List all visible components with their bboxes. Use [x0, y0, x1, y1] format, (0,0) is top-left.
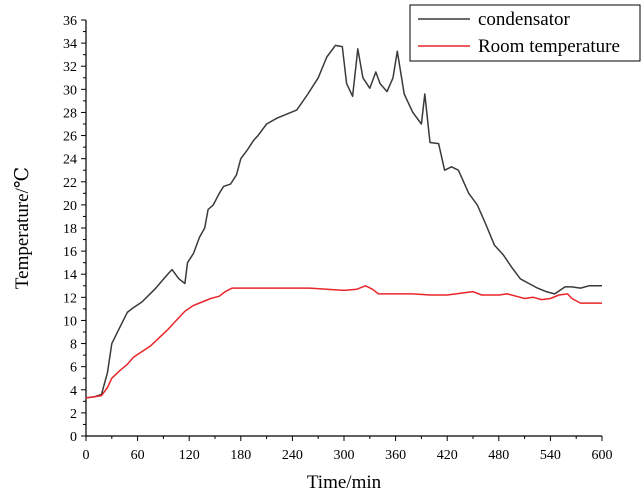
x-tick-label: 0	[83, 448, 90, 463]
x-tick-label: 120	[179, 448, 200, 463]
y-tick-label: 34	[63, 37, 77, 52]
x-axis-ticks: 0 60 120 180 240 300 360 420 480 540 600	[83, 436, 613, 463]
y-tick-label: 4	[70, 384, 77, 399]
y-tick-label: 24	[63, 153, 77, 168]
y-tick-label: 8	[70, 338, 77, 353]
y-tick-label: 20	[63, 199, 77, 214]
x-tick-label: 420	[437, 448, 458, 463]
legend: condensator Room temperature	[409, 4, 641, 62]
legend-label-condensator: condensator	[478, 9, 570, 30]
y-tick-label: 36	[63, 14, 77, 29]
y-tick-label: 10	[63, 314, 77, 329]
x-tick-label: 540	[540, 448, 561, 463]
y-tick-label: 28	[63, 106, 77, 121]
x-tick-label: 300	[334, 448, 355, 463]
legend-box	[409, 4, 641, 62]
y-tick-label: 0	[70, 430, 77, 445]
axes	[85, 20, 602, 437]
y-tick-label: 6	[70, 361, 77, 376]
series-layer	[85, 44, 602, 399]
x-tick-label: 240	[282, 448, 303, 463]
x-axis-title: Time/min	[307, 472, 382, 493]
y-tick-label: 32	[63, 60, 77, 75]
y-tick-label: 16	[63, 245, 77, 260]
y-tick-label: 30	[63, 83, 77, 98]
series-line-condensator	[85, 44, 602, 399]
legend-label-room-temperature: Room temperature	[478, 36, 620, 57]
x-tick-label: 60	[131, 448, 145, 463]
y-tick-label: 14	[63, 268, 77, 283]
x-tick-label: 600	[592, 448, 613, 463]
y-tick-label: 26	[63, 130, 77, 145]
x-tick-label: 360	[385, 448, 406, 463]
x-tick-label: 480	[488, 448, 509, 463]
y-tick-label: 12	[63, 291, 77, 306]
series-line-room-temperature	[85, 285, 602, 399]
y-tick-label: 18	[63, 222, 77, 237]
x-tick-label: 180	[230, 448, 251, 463]
y-axis-title: Temperature/℃	[12, 167, 33, 289]
y-tick-label: 2	[70, 407, 77, 422]
y-tick-label: 22	[63, 176, 77, 191]
